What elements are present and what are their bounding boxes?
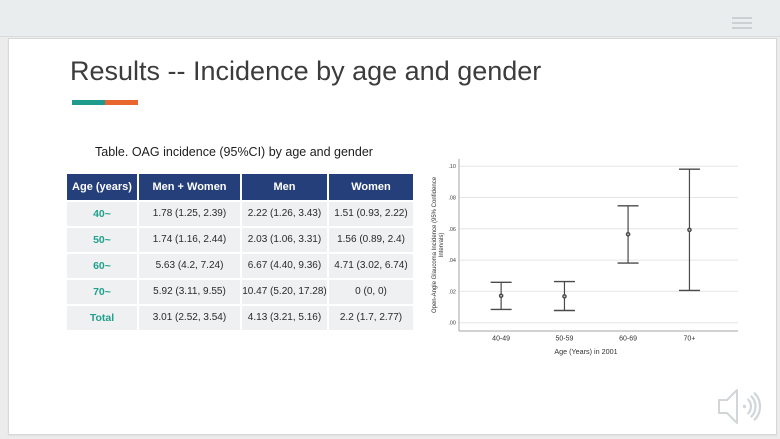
table-value-cell: 1.74 (1.16, 2.44) [139, 228, 240, 252]
table-header-1: Men + Women [139, 174, 240, 200]
table-age-cell: 70~ [67, 280, 137, 304]
hamburger-line [732, 17, 752, 19]
table-value-cell: 6.67 (4.40, 9.36) [242, 254, 327, 278]
error-bar-70+ [678, 168, 700, 292]
table-value-cell: 2.03 (1.06, 3.31) [242, 228, 327, 252]
table-value-cell: 2.2 (1.7, 2.77) [329, 306, 413, 330]
table-value-cell: 4.71 (3.02, 6.74) [329, 254, 413, 278]
sound-wave-small [747, 398, 753, 415]
incidence-table: Age (years) Men + Women Men Women 40~ 1.78 (1… [67, 174, 413, 330]
hamburger-line [732, 22, 752, 24]
error-bar-40-49 [490, 281, 512, 311]
table-header-0: Age (years) [67, 174, 137, 200]
slide-title: Results -- Incidence by age and gender [70, 56, 542, 86]
y-tick-label: .04 [448, 258, 456, 264]
hamburger-menu-icon[interactable] [732, 17, 752, 32]
top-bar [0, 0, 780, 37]
y-tick-label: .10 [448, 164, 456, 170]
speaker-dot [742, 404, 747, 409]
table-value-cell: 2.22 (1.26, 3.43) [242, 202, 327, 226]
table-value-cell: 1.51 (0.93, 2.22) [329, 202, 413, 226]
table-value-cell: 10.47 (5.20, 17.28) [242, 280, 327, 304]
y-axis-title-line2: Intervals) [439, 233, 445, 258]
speaker-body [718, 389, 738, 424]
y-axis-title-line1: Open-Angle Glaucoma Incidence (95% Confi… [432, 176, 438, 313]
accent-teal-segment [72, 100, 105, 105]
x-tick-label: 40-49 [492, 336, 510, 343]
slide-canvas: Results -- Incidence by age and gender T… [8, 38, 777, 435]
table-value-cell: 1.56 (0.89, 2.4) [329, 228, 413, 252]
x-tick-label: 70+ [684, 336, 696, 343]
table-value-cell: 5.63 (4.2, 7.24) [139, 254, 240, 278]
table-age-cell: 40~ [67, 202, 137, 226]
y-tick-label: .00 [448, 321, 456, 327]
table-caption: Table. OAG incidence (95%CI) by age and … [95, 145, 373, 159]
y-tick-label: .02 [448, 289, 456, 295]
title-accent-bar [72, 100, 138, 105]
accent-orange-segment [105, 100, 138, 105]
table-header-2: Men [242, 174, 327, 200]
table-value-cell: 1.78 (1.25, 2.39) [139, 202, 240, 226]
y-tick-label: .08 [448, 196, 456, 202]
x-tick-label: 50-59 [556, 336, 574, 343]
x-axis-title: Age (Years) in 2001 [554, 347, 617, 356]
table-value-cell: 0 (0, 0) [329, 280, 413, 304]
x-tick-label: 60-69 [619, 336, 637, 343]
table-value-cell: 3.01 (2.52, 3.54) [139, 306, 240, 330]
hamburger-line [732, 27, 752, 29]
table-value-cell: 4.13 (3.21, 5.16) [242, 306, 327, 330]
incidence-error-bar-chart: .00 .02 .04 .06 .08 .10 40-49 50-59 60-69 70+ Age … [432, 159, 738, 356]
table-age-cell: 50~ [67, 228, 137, 252]
error-bar-50-59 [553, 280, 575, 312]
table-age-cell: 60~ [67, 254, 137, 278]
speaker-icon[interactable] [711, 384, 771, 429]
table-value-cell: 5.92 (3.11, 9.55) [139, 280, 240, 304]
sound-wave-large [753, 392, 762, 421]
sound-wave-medium [750, 395, 757, 418]
table-header-3: Women [329, 174, 413, 200]
table-age-cell: Total [67, 306, 137, 330]
y-tick-label: .06 [448, 227, 456, 233]
error-bar-60-69 [617, 205, 639, 264]
